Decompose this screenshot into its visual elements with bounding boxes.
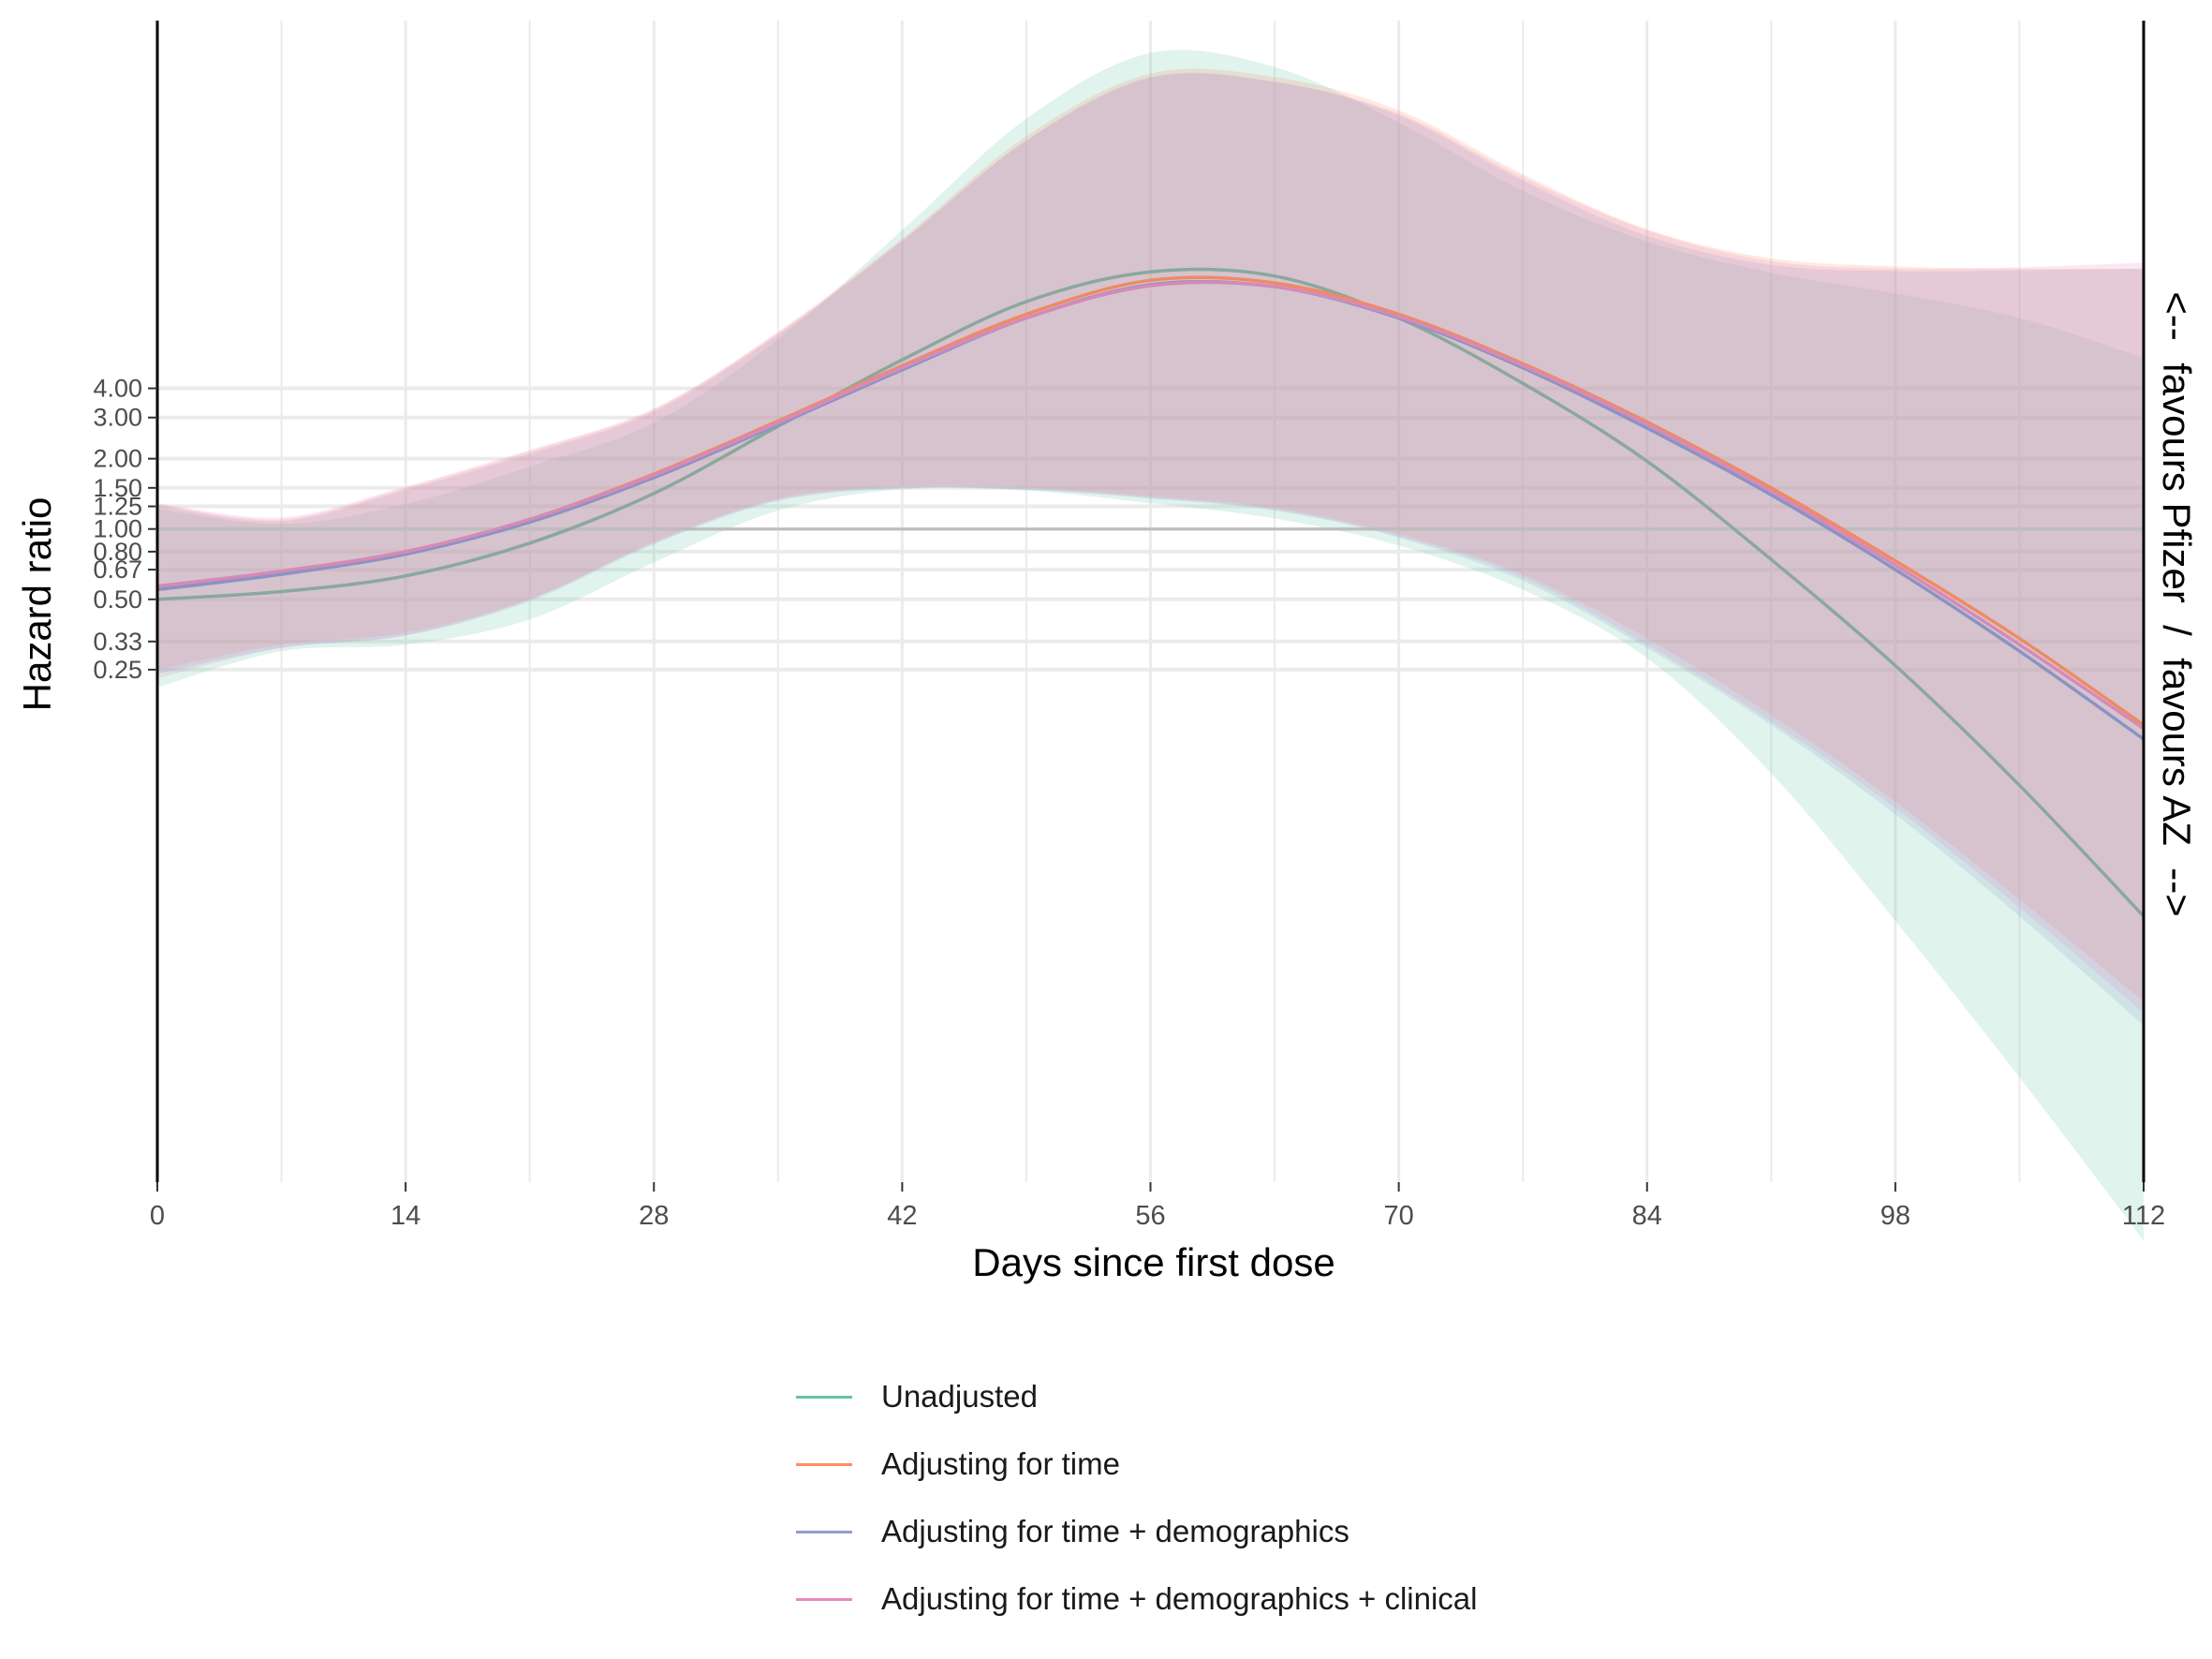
legend-key <box>796 1395 852 1399</box>
legend-item-unadjusted: Unadjusted <box>796 1363 1477 1430</box>
y-tick-label: 0.25 <box>93 656 142 684</box>
legend-key <box>796 1462 852 1466</box>
legend-key <box>796 1597 852 1601</box>
x-tick-label: 98 <box>1880 1201 1910 1231</box>
secondary-y-axis-title: <-- favours Pfizer / favours AZ --> <box>2155 291 2199 917</box>
x-tick-label: 28 <box>639 1201 669 1231</box>
y-tick-label: 1.50 <box>93 474 142 502</box>
series-lines <box>156 267 2146 918</box>
y-tick-label: 0.67 <box>93 555 142 584</box>
legend-item-time-demographics: Adjusting for time + demographics <box>796 1498 1477 1565</box>
x-axis-title: Days since first dose <box>972 1240 1335 1284</box>
legend-label: Adjusting for time + demographics + clin… <box>881 1581 1478 1616</box>
y-tick-label: 0.33 <box>93 628 142 656</box>
series-line <box>156 267 2146 918</box>
x-tick-label: 42 <box>887 1201 917 1231</box>
y-tick-label: 0.80 <box>93 538 142 566</box>
y-tick-label: 0.50 <box>93 585 142 614</box>
x-tick-label: 14 <box>391 1201 420 1231</box>
confidence-band <box>157 72 2144 1026</box>
confidence-band <box>157 68 2144 1002</box>
x-tick-label: 112 <box>2122 1201 2165 1231</box>
confidence-band <box>157 50 2144 1241</box>
axes <box>155 21 2146 1182</box>
x-tick-label: 0 <box>150 1201 165 1231</box>
x-tick-label: 70 <box>1383 1201 1413 1231</box>
legend-item-time: Adjusting for time <box>796 1430 1477 1498</box>
x-tick-label: 84 <box>1632 1201 1662 1231</box>
y-tick-label: 2.00 <box>93 445 142 473</box>
legend: Unadjusted Adjusting for time Adjusting … <box>796 1363 1477 1633</box>
legend-item-time-demographics-clinical: Adjusting for time + demographics + clin… <box>796 1565 1477 1633</box>
legend-label: Unadjusted <box>881 1379 1038 1414</box>
y-tick-label: 1.00 <box>93 515 142 543</box>
legend-label: Adjusting for time <box>881 1446 1120 1481</box>
y-tick-label: 1.25 <box>93 493 142 521</box>
legend-label: Adjusting for time + demographics <box>881 1514 1349 1548</box>
y-tick-label: 4.00 <box>93 375 142 403</box>
legend-key <box>796 1530 852 1533</box>
y-tick-label: 3.00 <box>93 404 142 432</box>
x-tick-label: 56 <box>1135 1201 1165 1231</box>
confidence-bands <box>157 50 2144 1241</box>
confidence-band <box>157 73 2144 1014</box>
series-line <box>156 280 2145 731</box>
y-axis-title: Hazard ratio <box>15 497 59 712</box>
tick-labels: 0 14 28 42 56 70 84 98 1120.250.330.500.670.801.… <box>93 375 2165 1231</box>
